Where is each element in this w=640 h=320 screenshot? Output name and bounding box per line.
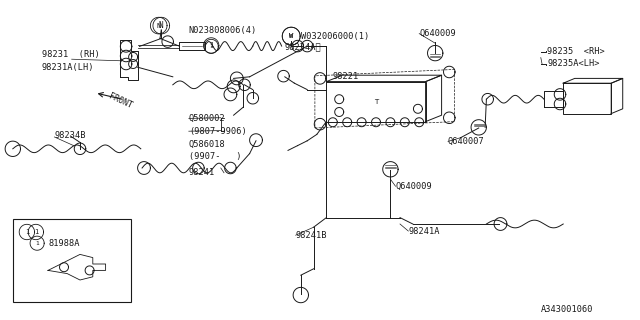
Text: 98241B: 98241B (296, 231, 327, 240)
Text: (9907-   ): (9907- ) (189, 152, 241, 161)
Text: (9807-9906): (9807-9906) (189, 127, 246, 136)
Text: W032006000(1): W032006000(1) (301, 32, 369, 41)
Text: 98231  (RH): 98231 (RH) (42, 50, 99, 59)
Text: 1: 1 (209, 43, 213, 48)
Text: 1: 1 (25, 229, 29, 235)
Text: Q640009: Q640009 (419, 29, 456, 38)
Text: Q640009: Q640009 (396, 182, 432, 191)
Text: N: N (157, 23, 161, 28)
Text: Q580002: Q580002 (189, 114, 225, 123)
Bar (326, 82, 426, 122)
Text: N023808006(4): N023808006(4) (189, 26, 257, 35)
Text: 98231A(LH): 98231A(LH) (42, 63, 94, 72)
Text: W: W (289, 33, 293, 39)
Text: 98241: 98241 (189, 168, 215, 177)
Text: 98234A①: 98234A① (285, 42, 321, 51)
Text: 98235A<LH>: 98235A<LH> (547, 60, 600, 68)
Text: Q640007: Q640007 (448, 137, 484, 146)
Text: 98221: 98221 (333, 72, 359, 81)
Text: 98234B: 98234B (54, 131, 86, 140)
Text: W: W (289, 33, 293, 39)
Bar (563, 83, 611, 114)
Text: 81988A: 81988A (49, 239, 80, 248)
Text: 98241A: 98241A (408, 227, 440, 236)
Text: Q586018: Q586018 (189, 140, 225, 148)
Text: A343001060: A343001060 (541, 305, 593, 314)
Text: 1: 1 (34, 229, 38, 235)
Text: 1: 1 (35, 241, 39, 246)
Bar (13, 219, 131, 302)
Text: 98235  <RH>: 98235 <RH> (547, 47, 605, 56)
Text: T: T (374, 99, 378, 105)
Text: 1: 1 (209, 44, 213, 49)
Text: FRONT: FRONT (107, 92, 133, 110)
Text: N: N (159, 21, 164, 30)
